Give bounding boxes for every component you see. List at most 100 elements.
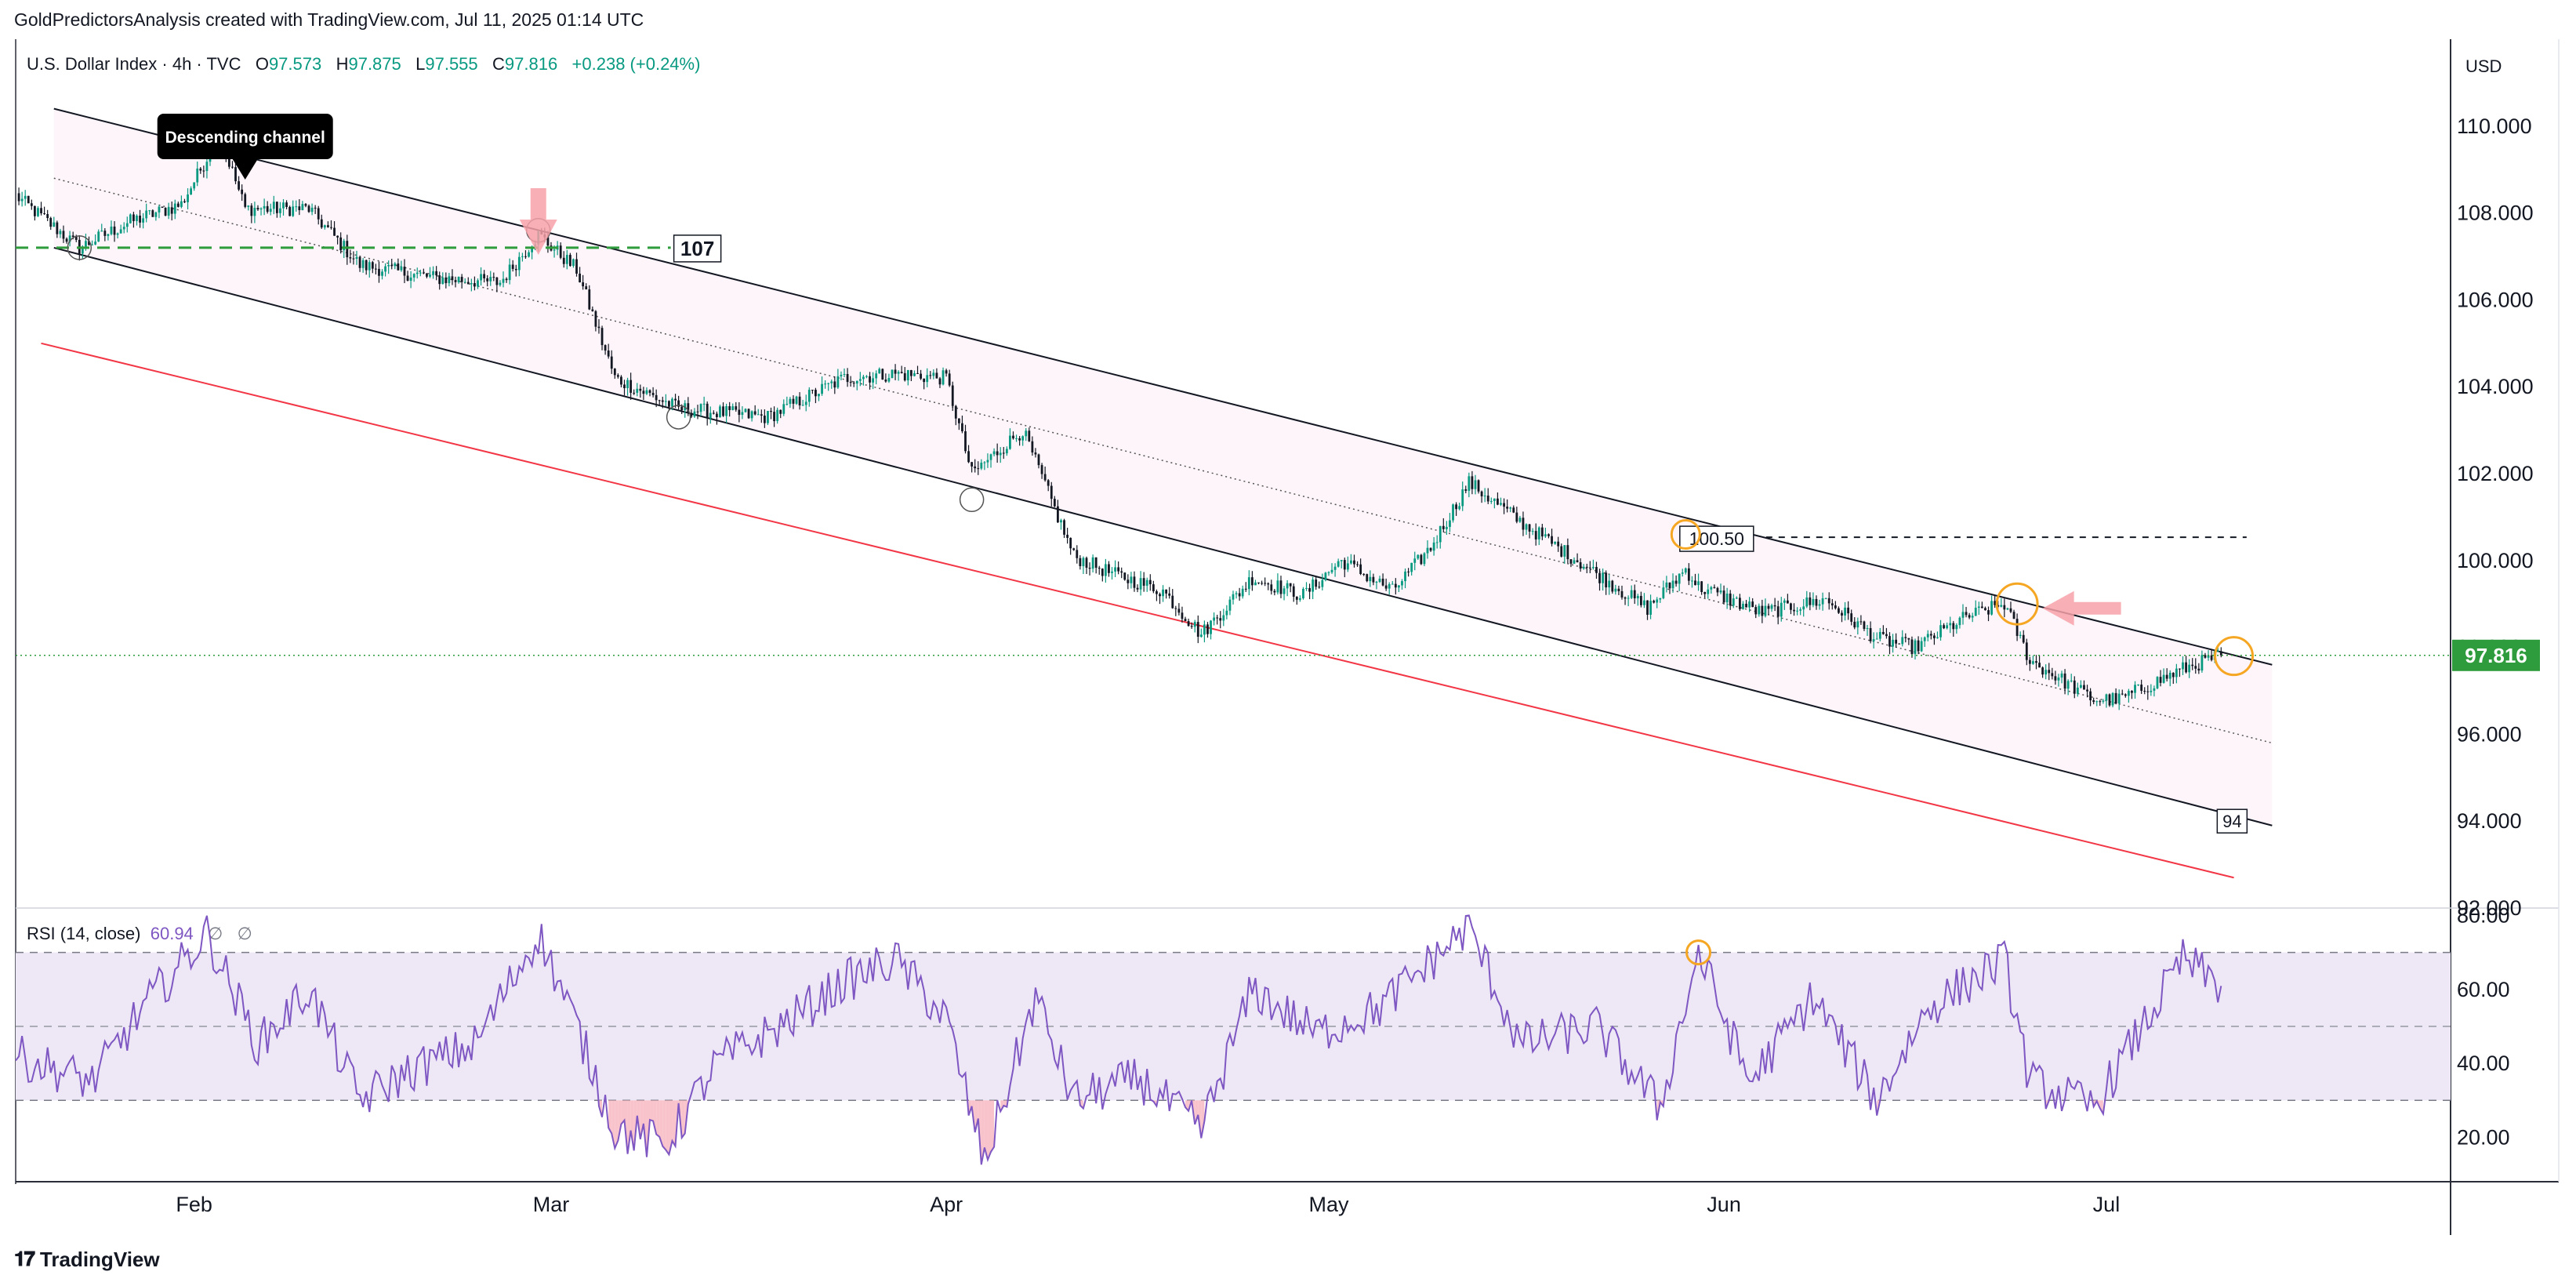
- candle-body: [1547, 534, 1550, 536]
- candle-body: [457, 277, 460, 282]
- candle-body: [511, 264, 514, 269]
- candle-body: [1384, 585, 1388, 589]
- candle-body: [2060, 673, 2063, 678]
- candle-body: [2073, 680, 2076, 694]
- candle-body: [1063, 520, 1065, 535]
- candle-body: [2131, 690, 2133, 693]
- tradingview-logo[interactable]: 𝟏𝟕 TradingView: [14, 1247, 160, 1272]
- candle-body: [913, 372, 916, 376]
- candle-body: [1611, 580, 1614, 592]
- candle-body: [426, 273, 428, 277]
- candle-body: [1273, 590, 1276, 593]
- candle-body: [1426, 547, 1429, 554]
- rsi-tick-label: 20.00: [2457, 1125, 2510, 1149]
- candle-body: [1888, 636, 1891, 647]
- rsi-oversold-fill: [991, 1100, 995, 1152]
- rsi-oversold-fill: [659, 1100, 663, 1146]
- candle-body: [1162, 589, 1164, 597]
- candle-body: [1445, 526, 1448, 529]
- candle-body: [1193, 622, 1196, 627]
- price-tick-label: 104.000: [2457, 375, 2534, 398]
- currency-label[interactable]: USD: [2465, 56, 2502, 76]
- candle-body: [661, 400, 664, 402]
- arrow-left-icon: [2042, 590, 2121, 626]
- candle-body: [855, 380, 858, 384]
- candle-body: [1665, 582, 1668, 588]
- candle-body: [129, 214, 132, 223]
- candle-body: [1703, 591, 1707, 594]
- rsi-na-1: ∅: [208, 924, 223, 943]
- candle-body: [1168, 593, 1171, 596]
- candle-body: [1276, 580, 1279, 593]
- candle-body: [2171, 672, 2175, 678]
- candle-body: [1413, 558, 1417, 563]
- candle-body: [887, 378, 891, 382]
- candle-body: [1824, 598, 1827, 599]
- candle-body: [1404, 571, 1406, 582]
- candle-body: [1324, 572, 1327, 580]
- candle-body: [1216, 617, 1219, 619]
- candle-body: [2204, 655, 2207, 658]
- candle-body: [1509, 507, 1512, 509]
- candle-body: [687, 403, 690, 413]
- candle-body: [1034, 452, 1037, 455]
- candle-body: [792, 398, 795, 404]
- candle-body: [1560, 546, 1563, 557]
- candle-body: [1043, 474, 1047, 481]
- candle-body: [1388, 583, 1391, 589]
- candle-body: [167, 207, 170, 216]
- candle-body: [906, 369, 909, 381]
- candle-body: [1512, 507, 1515, 513]
- candle-body: [1018, 438, 1021, 441]
- rsi-name[interactable]: RSI (14, close): [27, 924, 141, 943]
- candle-body: [1971, 616, 1974, 618]
- rsi-na-2: ∅: [237, 924, 252, 943]
- candle-body: [1958, 617, 1961, 626]
- candle-body: [2025, 642, 2028, 660]
- candle-body: [1241, 588, 1244, 597]
- candle-body: [473, 283, 476, 287]
- candle-body: [1674, 580, 1678, 584]
- candle-body: [365, 260, 368, 271]
- candle-body: [2200, 655, 2204, 671]
- candle-body: [56, 222, 59, 234]
- level-label-100-50: 100.50: [1689, 529, 1744, 549]
- candle-body: [1853, 621, 1856, 628]
- candle-body: [967, 451, 970, 463]
- candle-body: [1926, 634, 1929, 638]
- candle-body: [46, 214, 49, 219]
- candle-body: [1012, 435, 1014, 439]
- candle-body: [572, 259, 575, 267]
- candle-body: [1088, 568, 1091, 569]
- close-value: 97.816: [504, 54, 558, 74]
- candle-body: [1394, 583, 1397, 588]
- candle-body: [1974, 608, 1977, 616]
- candle-body: [804, 401, 807, 405]
- candle-body: [1968, 615, 1971, 618]
- candle-body: [394, 263, 397, 267]
- symbol-name[interactable]: U.S. Dollar Index · 4h · TVC: [27, 54, 241, 74]
- candle-body: [1633, 590, 1636, 599]
- candle-body: [1136, 587, 1139, 590]
- candle-body: [744, 409, 747, 412]
- candle-body: [1518, 518, 1522, 522]
- orange-highlight-circle: [2214, 636, 2255, 677]
- candle-body: [582, 282, 585, 287]
- candle-body: [1455, 504, 1457, 510]
- candle-body: [1984, 608, 1986, 611]
- candle-body: [1591, 567, 1595, 569]
- candle-body: [1359, 564, 1362, 575]
- rsi-line: [15, 914, 2222, 1165]
- candle-body: [1210, 620, 1212, 634]
- candle-body: [2153, 688, 2156, 691]
- candle-body: [719, 406, 721, 418]
- candle-body: [1152, 584, 1155, 592]
- candle-body: [1267, 583, 1270, 585]
- candle-body: [1595, 567, 1598, 573]
- candle-body: [2143, 690, 2146, 692]
- candle-body: [869, 376, 871, 383]
- candle-body: [1452, 504, 1454, 521]
- candle-body: [1754, 607, 1758, 615]
- rsi-oversold-fill: [1201, 1100, 1205, 1139]
